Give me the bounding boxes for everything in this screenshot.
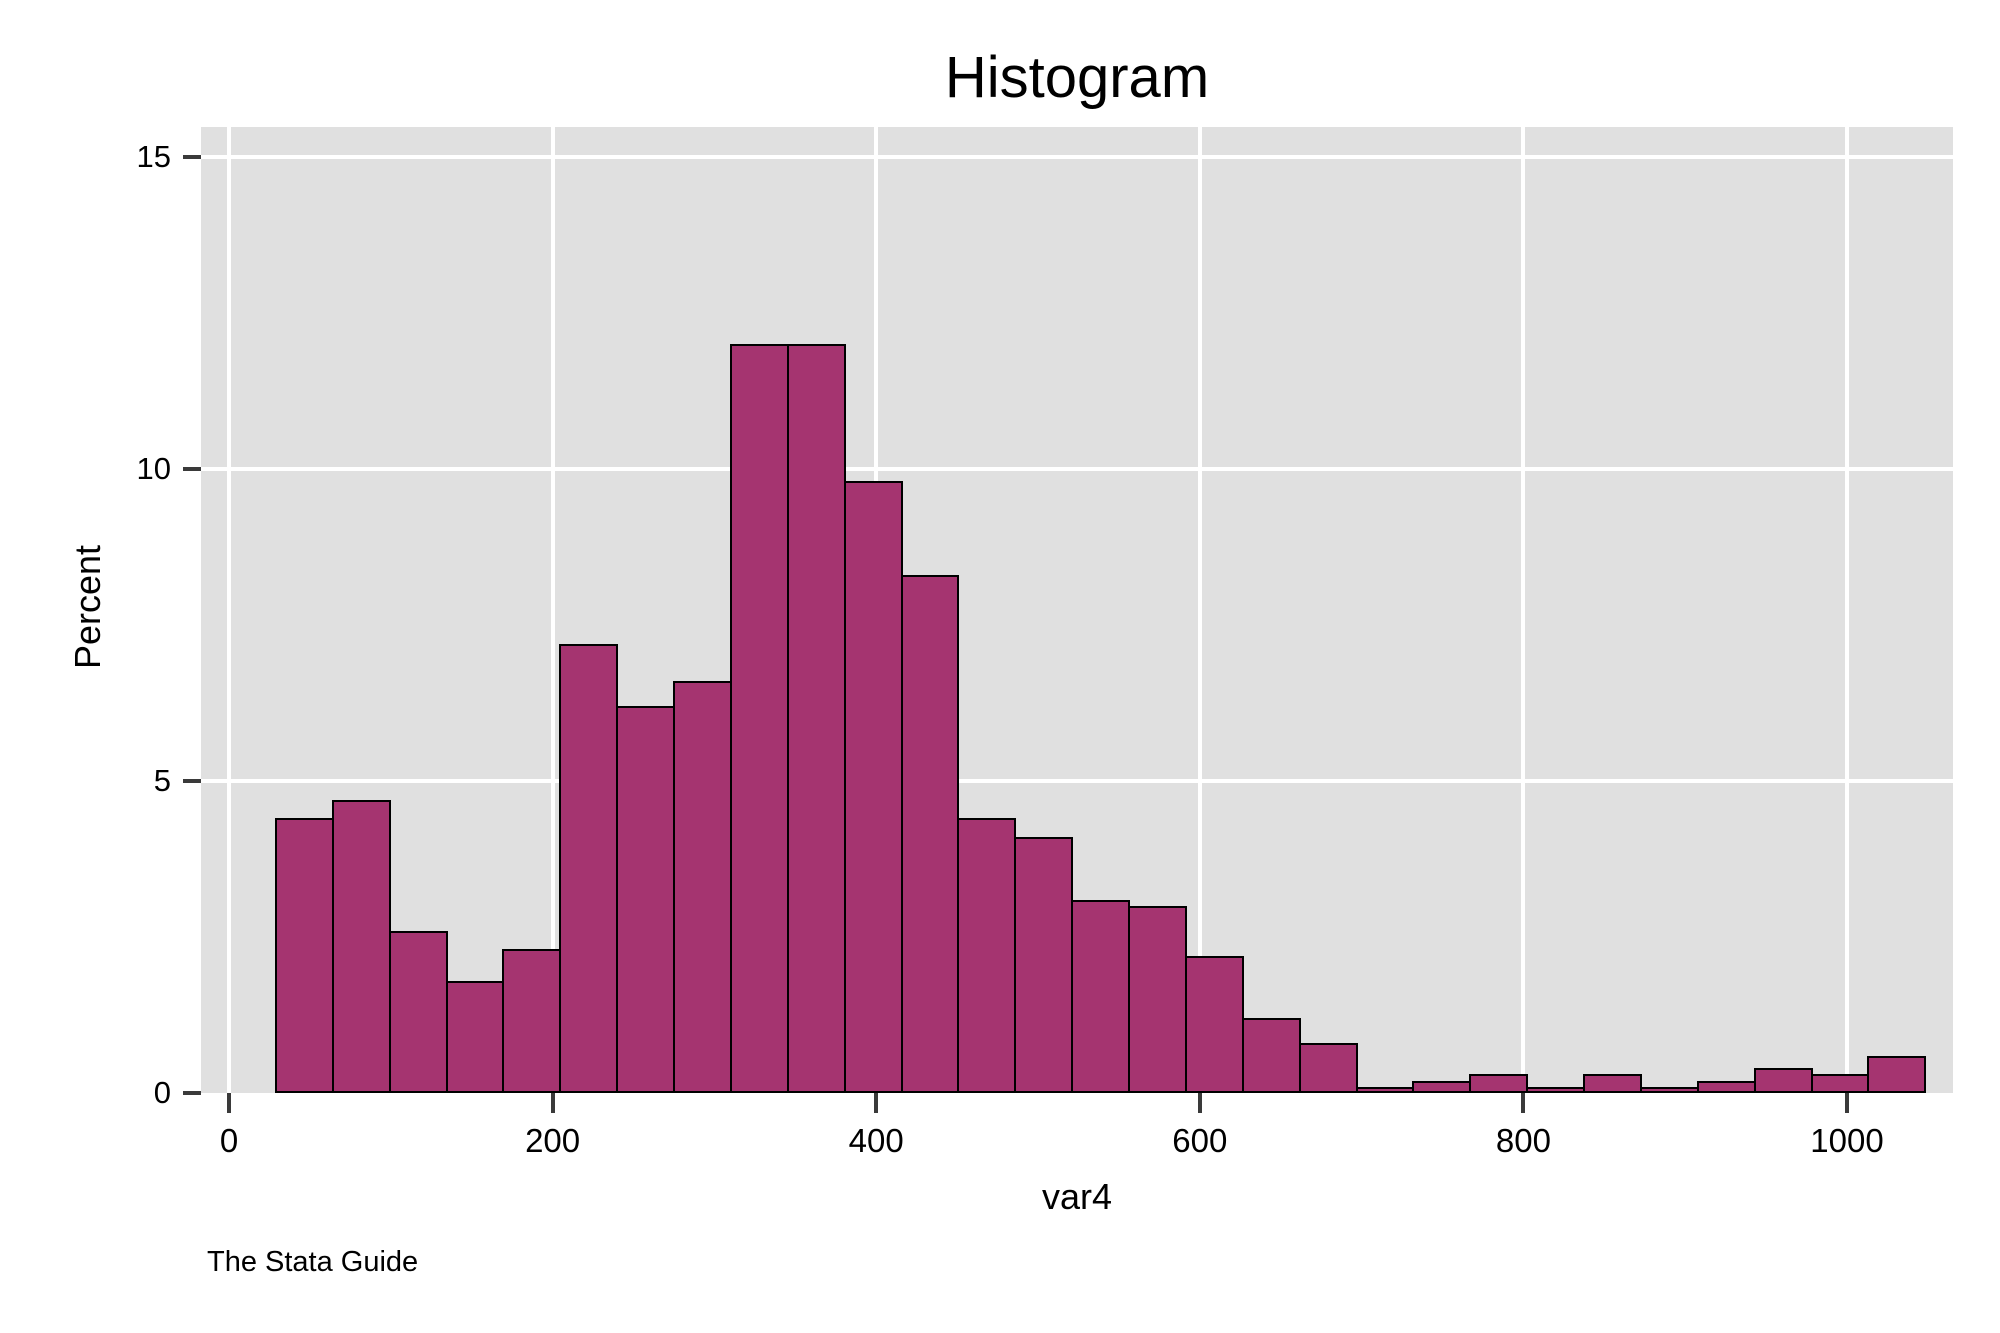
histogram-bar [957,818,1017,1093]
chart-title: Histogram [944,45,1210,110]
histogram-bar [1639,1086,1699,1093]
histogram-bar [1526,1086,1585,1093]
x-tick-label: 200 [525,1122,581,1159]
x-tick-mark [227,1093,231,1113]
x-tick-mark [550,1093,555,1113]
histogram-bar [729,344,789,1093]
y-tick-mark [183,779,201,783]
x-tick-label: 400 [848,1122,904,1159]
histogram-bar [274,818,334,1093]
y-tick-label: 5 [153,763,171,798]
y-tick-mark [183,1091,201,1095]
histogram-bar [331,799,391,1093]
histogram-bar [900,575,960,1093]
x-gridline [1845,127,1849,1093]
x-tick-mark [1521,1093,1526,1113]
x-gridline [1521,127,1526,1093]
histogram-bar [1696,1080,1756,1093]
watermark-text: The Stata Guide [207,1246,419,1278]
y-gridline [201,779,1953,783]
y-tick-label: 10 [136,451,171,486]
histogram-bar [502,949,562,1093]
x-gridline [550,127,555,1093]
y-gridline [201,467,1953,471]
histogram-bar [1298,1043,1358,1093]
histogram-bar [1184,955,1244,1093]
histogram-bar [1469,1074,1529,1093]
x-tick-mark [874,1093,879,1113]
histogram-bar [673,681,732,1093]
histogram-bar [1412,1080,1472,1093]
histogram-bar [1128,905,1187,1093]
y-tick-label: 0 [153,1075,171,1110]
histogram-bar [1071,899,1131,1093]
histogram-bar [1355,1086,1415,1093]
histogram-bar [1867,1055,1927,1093]
histogram-bar [1014,837,1074,1093]
x-axis-title: var4 [1041,1176,1113,1217]
x-gridline [227,127,231,1093]
x-tick-label: 600 [1172,1122,1228,1159]
histogram-bar [1583,1074,1642,1093]
y-tick-label: 15 [136,139,171,174]
x-gridline [1197,127,1202,1093]
x-tick-mark [1845,1093,1849,1113]
histogram-bar [388,930,448,1093]
histogram-bar [1810,1074,1870,1093]
histogram-bar [786,344,846,1093]
y-axis-title: Percent [67,544,108,670]
x-tick-mark [1197,1093,1202,1113]
histogram-bar [1753,1068,1813,1093]
x-tick-label: 0 [219,1122,239,1159]
y-tick-mark [183,155,201,159]
y-gridline [201,155,1953,159]
histogram-bar [445,980,505,1093]
histogram-bar [559,643,619,1093]
histogram-bar [616,706,676,1093]
y-tick-mark [183,467,201,471]
histogram-bar [1241,1018,1301,1093]
x-tick-label: 800 [1495,1122,1551,1159]
histogram-bar [843,481,903,1093]
x-tick-label: 1000 [1810,1122,1884,1159]
